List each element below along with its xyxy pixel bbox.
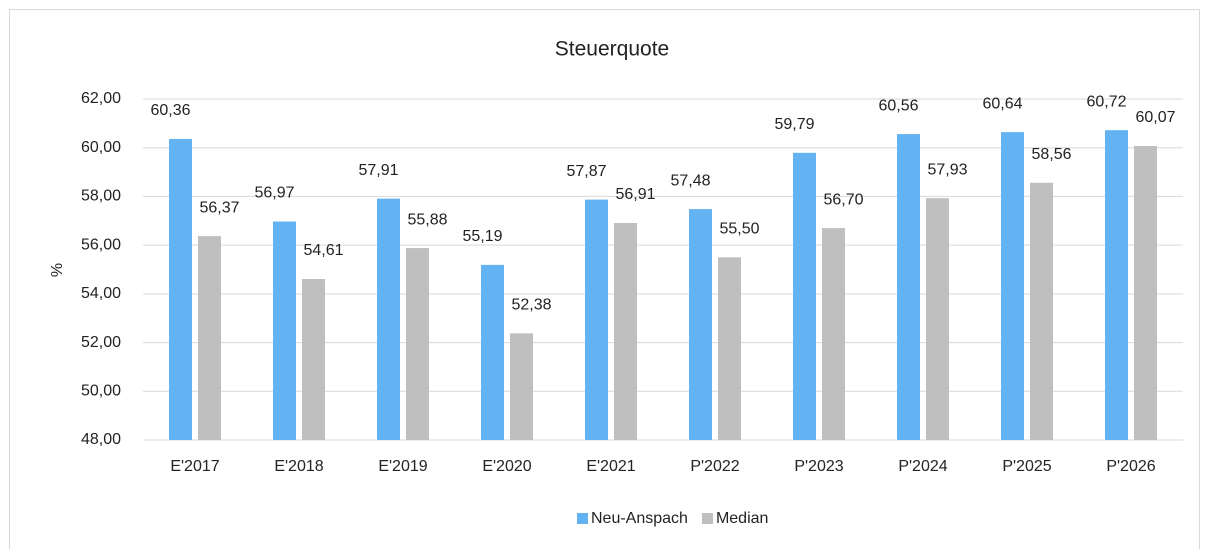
data-label: 56,97 <box>254 185 294 202</box>
bar <box>718 257 741 440</box>
data-label: 58,56 <box>1031 146 1071 163</box>
y-tick-label: 60,00 <box>81 139 121 156</box>
bar <box>169 138 192 440</box>
data-label: 55,19 <box>462 228 502 245</box>
data-label: 56,37 <box>199 199 239 216</box>
bar <box>614 222 637 440</box>
x-tick-label: P'2024 <box>898 458 947 475</box>
bar <box>302 278 325 440</box>
bar <box>822 228 845 440</box>
y-tick-label: 58,00 <box>81 188 121 205</box>
y-tick-label: 48,00 <box>81 431 121 448</box>
data-label: 59,79 <box>774 116 814 133</box>
bar <box>1134 146 1157 441</box>
data-label: 55,50 <box>719 221 759 238</box>
bar <box>793 152 816 440</box>
chart-title: Steuerquote <box>555 38 669 61</box>
bar <box>198 236 221 440</box>
data-label: 57,93 <box>927 161 967 178</box>
y-axis-label: % <box>49 263 66 277</box>
bar <box>926 198 949 440</box>
x-tick-label: P'2023 <box>794 458 843 475</box>
data-label: 52,38 <box>511 297 551 314</box>
y-tick-label: 54,00 <box>81 285 121 302</box>
data-label: 60,36 <box>150 102 190 119</box>
x-tick-label: P'2026 <box>1106 458 1155 475</box>
x-tick-label: E'2021 <box>586 458 635 475</box>
y-tick-label: 62,00 <box>81 90 121 107</box>
bar <box>406 248 429 440</box>
bar <box>897 134 920 440</box>
data-label: 54,61 <box>303 242 343 259</box>
y-tick-label: 56,00 <box>81 236 121 253</box>
legend-label: Median <box>716 510 768 527</box>
x-tick-label: E'2019 <box>378 458 427 475</box>
data-label: 57,87 <box>566 163 606 180</box>
data-label: 56,91 <box>615 186 655 203</box>
bar <box>1105 130 1128 441</box>
data-label: 56,70 <box>823 191 863 208</box>
x-tick-label: E'2020 <box>482 458 531 475</box>
y-tick-label: 52,00 <box>81 334 121 351</box>
x-tick-label: E'2018 <box>274 458 323 475</box>
data-label: 57,91 <box>358 162 398 179</box>
data-label: 57,48 <box>670 172 710 189</box>
x-tick-label: E'2017 <box>170 458 219 475</box>
bar <box>1030 182 1053 440</box>
data-label: 60,07 <box>1135 109 1175 126</box>
x-tick-label: P'2022 <box>690 458 739 475</box>
legend-swatch <box>577 513 588 524</box>
bar <box>273 221 296 440</box>
x-tick-label: P'2025 <box>1002 458 1051 475</box>
data-label: 55,88 <box>407 211 447 228</box>
bar <box>481 264 504 440</box>
bar <box>689 209 712 440</box>
legend-swatch <box>701 513 713 524</box>
y-tick-label: 50,00 <box>81 383 121 400</box>
data-label: 60,56 <box>878 97 918 114</box>
data-label: 60,72 <box>1086 93 1126 110</box>
bar <box>585 199 608 440</box>
bar <box>510 333 533 440</box>
legend-label: Neu-Anspach <box>591 510 688 527</box>
bar <box>1001 132 1024 440</box>
data-label: 60,64 <box>982 95 1022 112</box>
bar <box>377 198 400 440</box>
